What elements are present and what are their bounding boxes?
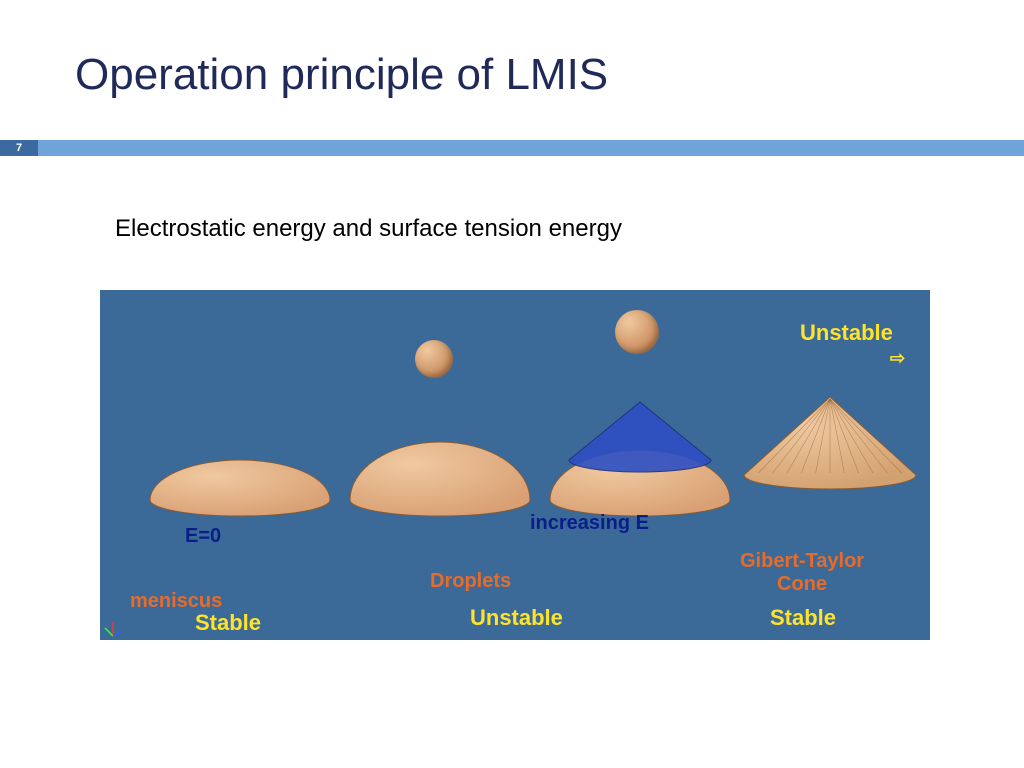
axis-icon	[103, 618, 123, 638]
meniscus-shape	[146, 456, 334, 520]
diagram-label: Gibert-Taylor Cone	[740, 550, 864, 596]
taylor-cone	[740, 395, 920, 495]
blue-cone	[565, 400, 715, 476]
diagram-label: Stable	[770, 605, 836, 630]
slide: Operation principle of LMIS 7 Electrosta…	[0, 0, 1024, 768]
droplet	[415, 340, 453, 378]
slide-title: Operation principle of LMIS	[75, 50, 608, 100]
arrow-icon: ⇨	[890, 348, 905, 369]
page-bar-fill	[38, 140, 1024, 156]
diagram-label: increasing E	[530, 512, 649, 535]
page-bar: 7	[0, 140, 1024, 156]
slide-subtitle: Electrostatic energy and surface tension…	[115, 215, 622, 243]
diagram-label: Droplets	[430, 570, 511, 593]
meniscus-shape	[346, 438, 534, 520]
diagram-label: Unstable	[470, 605, 563, 630]
diagram-label: Stable	[195, 610, 261, 635]
diagram-label: E=0	[185, 525, 221, 548]
droplet	[615, 310, 659, 354]
diagram-label: Unstable	[800, 320, 893, 345]
diagram-panel: E=0increasing EUnstablemeniscusDropletsG…	[100, 290, 930, 640]
page-number: 7	[0, 140, 38, 156]
